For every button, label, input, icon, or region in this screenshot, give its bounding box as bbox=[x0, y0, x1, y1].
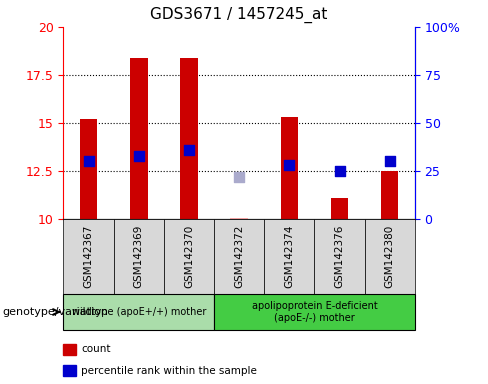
Text: GSM142372: GSM142372 bbox=[234, 225, 244, 288]
Text: apolipoprotein E-deficient
(apoE-/-) mother: apolipoprotein E-deficient (apoE-/-) mot… bbox=[251, 301, 377, 323]
Point bbox=[336, 168, 344, 174]
Text: GSM142374: GSM142374 bbox=[285, 225, 294, 288]
Point bbox=[135, 152, 142, 159]
Point bbox=[386, 158, 394, 164]
Bar bbox=[381, 171, 399, 219]
Point bbox=[285, 162, 293, 168]
Point bbox=[235, 174, 243, 180]
Text: wildtype (apoE+/+) mother: wildtype (apoE+/+) mother bbox=[72, 307, 206, 317]
Bar bbox=[230, 218, 248, 219]
Bar bbox=[281, 117, 298, 219]
Point bbox=[84, 158, 92, 164]
Text: GSM142370: GSM142370 bbox=[184, 225, 194, 288]
Text: genotype/variation: genotype/variation bbox=[2, 307, 108, 317]
Bar bbox=[80, 119, 97, 219]
Title: GDS3671 / 1457245_at: GDS3671 / 1457245_at bbox=[150, 7, 328, 23]
Bar bbox=[180, 58, 198, 219]
Text: percentile rank within the sample: percentile rank within the sample bbox=[81, 366, 257, 376]
Text: GSM142380: GSM142380 bbox=[385, 225, 395, 288]
Text: count: count bbox=[81, 344, 111, 354]
Bar bbox=[331, 198, 348, 219]
Bar bbox=[130, 58, 147, 219]
Text: GSM142369: GSM142369 bbox=[134, 225, 144, 288]
Text: GSM142376: GSM142376 bbox=[334, 225, 345, 288]
Text: GSM142367: GSM142367 bbox=[83, 225, 94, 288]
Point bbox=[185, 147, 193, 153]
